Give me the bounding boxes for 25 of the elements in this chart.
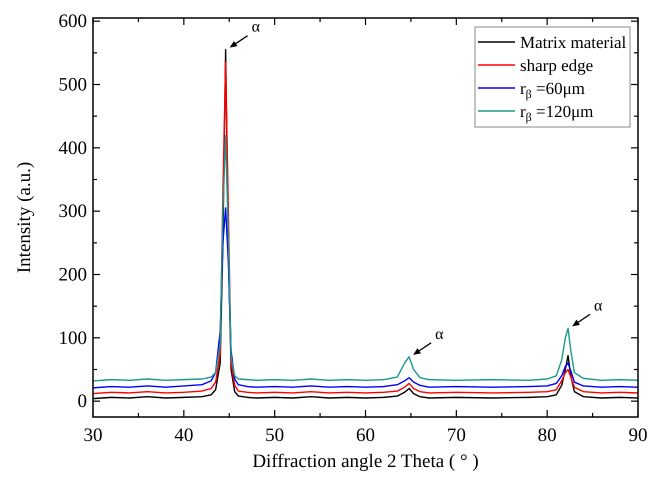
annotation: α [594, 297, 604, 314]
line-series [92, 135, 639, 382]
y-tick-label: 600 [58, 11, 87, 32]
y-tick-label: 300 [58, 201, 87, 222]
legend-label: sharp edge [520, 56, 594, 75]
x-tick-label: 60 [356, 425, 375, 446]
x-tick-label: 30 [84, 425, 102, 446]
x-tick-label: 90 [628, 425, 648, 446]
legend-label: Matrix material [520, 33, 626, 52]
legend-label: r$_{β}$ =120μm [520, 102, 594, 124]
y-tick-label: 400 [58, 138, 87, 159]
y-tick-label: 200 [58, 264, 87, 286]
line-series [92, 207, 639, 389]
x-tick-label: 40 [174, 425, 194, 446]
y-tick-label: 500 [58, 74, 87, 96]
y-axis-title: Intensity (a.u.) [14, 162, 35, 274]
x-axis-title: Diffraction angle 2 Theta ( ° ) [252, 451, 479, 472]
x-tick-label: 80 [538, 425, 557, 446]
x-tick-label: 50 [265, 425, 284, 446]
y-tick-label: 100 [58, 328, 87, 349]
annotation: α [252, 18, 261, 36]
y-tick-label: 0 [78, 391, 87, 412]
x-tick-label: 70 [446, 425, 466, 446]
legend-label: r$_{β}$ =60μm [520, 79, 585, 101]
annotation: α [435, 326, 444, 343]
